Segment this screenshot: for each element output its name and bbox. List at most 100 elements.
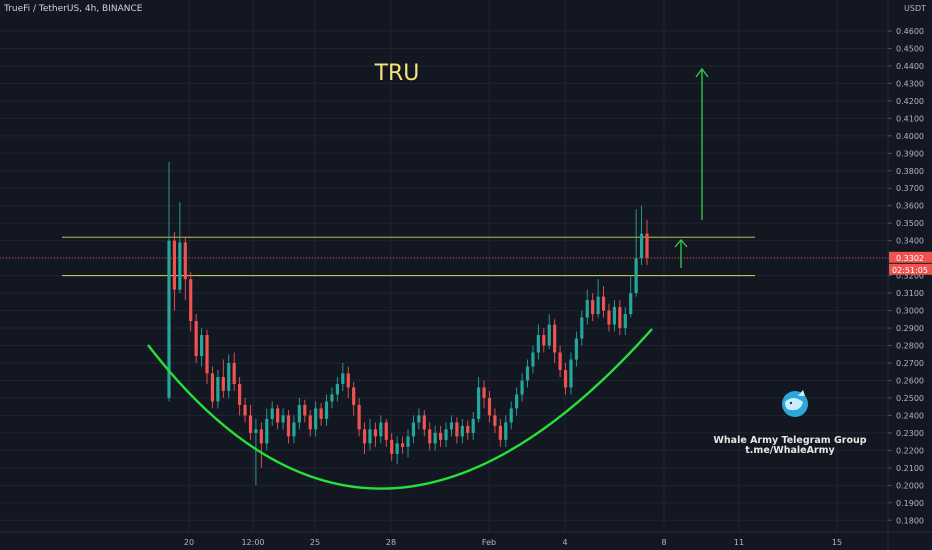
candle-body [498, 425, 502, 440]
candle-body [645, 233, 649, 258]
time-tick-label: 11 [734, 538, 744, 547]
candle-body [574, 338, 578, 360]
candle-body [417, 415, 421, 423]
time-tick-label: 12:00 [241, 538, 264, 547]
price-tick-label: 0.4600 [896, 27, 924, 36]
candle-body [515, 394, 519, 409]
candlestick-series [167, 162, 649, 486]
candle-body [205, 335, 209, 374]
candle-body [629, 293, 633, 315]
candle-body [547, 324, 551, 346]
candle-body [368, 429, 372, 444]
price-tick-label: 0.2900 [896, 324, 924, 333]
price-tick-label: 0.4100 [896, 114, 924, 123]
candle-body [335, 383, 339, 395]
candle-body [596, 296, 600, 315]
rounding-bottom-arc [147, 328, 653, 490]
time-tick-label: 28 [386, 538, 396, 547]
candle-body [569, 359, 573, 388]
price-tick-label: 0.2200 [896, 446, 924, 455]
candle-body [536, 335, 540, 353]
candle-body [210, 373, 215, 402]
candle-body [591, 300, 595, 315]
candle-body [265, 418, 269, 444]
candle-body [623, 314, 627, 329]
price-tick-label: 0.3400 [896, 237, 924, 246]
candle-body [189, 279, 193, 322]
grid-lines [0, 0, 888, 532]
price-tick-label: 0.4300 [896, 79, 924, 88]
candle-body [352, 387, 356, 405]
candle-body [601, 296, 606, 311]
candle-body [585, 300, 589, 318]
candle-body [460, 425, 464, 437]
current-price-label: 0.3302 [896, 254, 924, 263]
candle-body [357, 404, 361, 430]
candle-body [607, 310, 611, 325]
candle-body [227, 362, 231, 391]
price-tick-label: 0.4400 [896, 62, 924, 71]
candle-body [433, 432, 437, 444]
candle-body [286, 415, 291, 437]
price-tick-label: 0.3700 [896, 184, 924, 193]
current-price-tag: 0.3302 02:51:05 [889, 251, 932, 275]
candle-body [183, 242, 187, 280]
candle-body [466, 425, 470, 433]
candle-body [384, 422, 388, 440]
countdown-label: 02:51:05 [892, 266, 928, 275]
time-axis[interactable]: 20 12:00 25 28 Feb 4 8 11 15 [0, 531, 932, 547]
time-tick-label: 20 [184, 538, 194, 547]
time-tick-label: 25 [310, 538, 320, 547]
price-tick-label: 0.3200 [896, 272, 924, 281]
candle-body [341, 373, 345, 384]
price-tick-label: 0.3600 [896, 202, 924, 211]
candle-body [455, 422, 459, 437]
candle-body [400, 443, 405, 447]
candle-body [563, 369, 568, 388]
candle-body [390, 439, 394, 454]
time-tick-label: 8 [661, 538, 666, 547]
candle-body [395, 443, 399, 454]
candle-body [493, 415, 497, 426]
candle-body [406, 436, 410, 447]
price-tick-label: 0.1900 [896, 499, 924, 508]
price-tick-label: 0.2500 [896, 394, 924, 403]
price-tick-label: 0.2600 [896, 376, 924, 385]
candle-body [509, 408, 513, 423]
candle-body [308, 415, 312, 430]
branding-line-1: Whale Army Telegram Group [713, 435, 866, 446]
candle-body [324, 401, 329, 419]
candle-body [482, 387, 486, 398]
candle-body [281, 415, 285, 423]
large-up-arrow [695, 67, 709, 220]
candle-body [542, 335, 546, 346]
price-tick-label: 0.4200 [896, 97, 924, 106]
candle-body [238, 383, 242, 405]
candle-body [428, 429, 432, 444]
candle-body [248, 415, 253, 433]
price-tick-label: 0.2400 [896, 411, 924, 420]
candle-body [243, 404, 247, 416]
price-tick-label: 0.2300 [896, 429, 924, 438]
candle-body [531, 352, 535, 367]
price-axis[interactable]: 0.1800 0.1900 0.2000 0.2100 0.2200 0.2300 0.24… [887, 0, 924, 550]
price-tick-label: 0.4500 [896, 44, 924, 53]
time-tick-label: 15 [832, 538, 842, 547]
candle-body [221, 376, 225, 391]
candle-body [553, 324, 557, 353]
candle-body [292, 422, 296, 437]
candle-body [477, 387, 481, 419]
candle-body [172, 240, 177, 290]
candle-body [362, 429, 367, 444]
candle-body [319, 408, 323, 419]
candle-body [167, 240, 171, 398]
candle-body [216, 376, 220, 402]
whale-logo [782, 390, 808, 417]
price-tick-label: 0.2700 [896, 359, 924, 368]
candle-body [504, 422, 508, 440]
candle-body [297, 404, 301, 423]
candle-body [580, 317, 584, 339]
price-tick-label: 0.2800 [896, 342, 924, 351]
price-tick-label: 0.3800 [896, 167, 924, 176]
